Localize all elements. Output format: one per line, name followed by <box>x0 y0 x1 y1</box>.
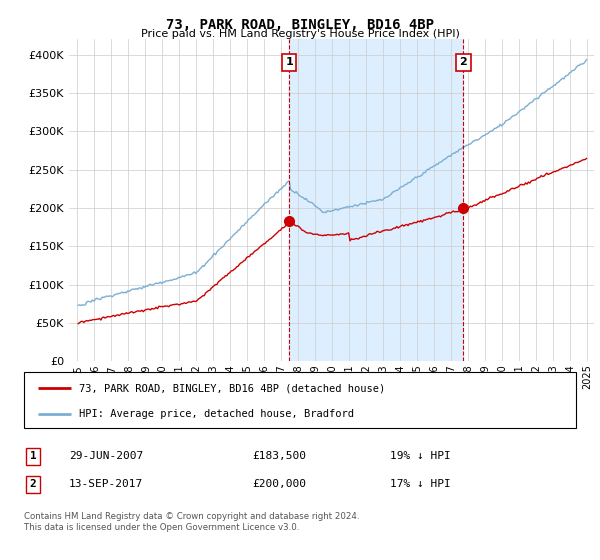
Text: 2: 2 <box>29 479 37 489</box>
Text: £183,500: £183,500 <box>252 451 306 461</box>
Text: 13-SEP-2017: 13-SEP-2017 <box>69 479 143 489</box>
Text: 73, PARK ROAD, BINGLEY, BD16 4BP (detached house): 73, PARK ROAD, BINGLEY, BD16 4BP (detach… <box>79 383 385 393</box>
Text: 1: 1 <box>285 57 293 67</box>
Text: HPI: Average price, detached house, Bradford: HPI: Average price, detached house, Brad… <box>79 409 354 419</box>
Text: 19% ↓ HPI: 19% ↓ HPI <box>390 451 451 461</box>
Text: 17% ↓ HPI: 17% ↓ HPI <box>390 479 451 489</box>
Text: Contains HM Land Registry data © Crown copyright and database right 2024.
This d: Contains HM Land Registry data © Crown c… <box>24 512 359 532</box>
Bar <box>289 39 463 361</box>
Text: Price paid vs. HM Land Registry's House Price Index (HPI): Price paid vs. HM Land Registry's House … <box>140 29 460 39</box>
Text: 2: 2 <box>460 57 467 67</box>
Text: 29-JUN-2007: 29-JUN-2007 <box>69 451 143 461</box>
Text: 73, PARK ROAD, BINGLEY, BD16 4BP: 73, PARK ROAD, BINGLEY, BD16 4BP <box>166 18 434 32</box>
Text: £200,000: £200,000 <box>252 479 306 489</box>
Text: 1: 1 <box>29 451 37 461</box>
